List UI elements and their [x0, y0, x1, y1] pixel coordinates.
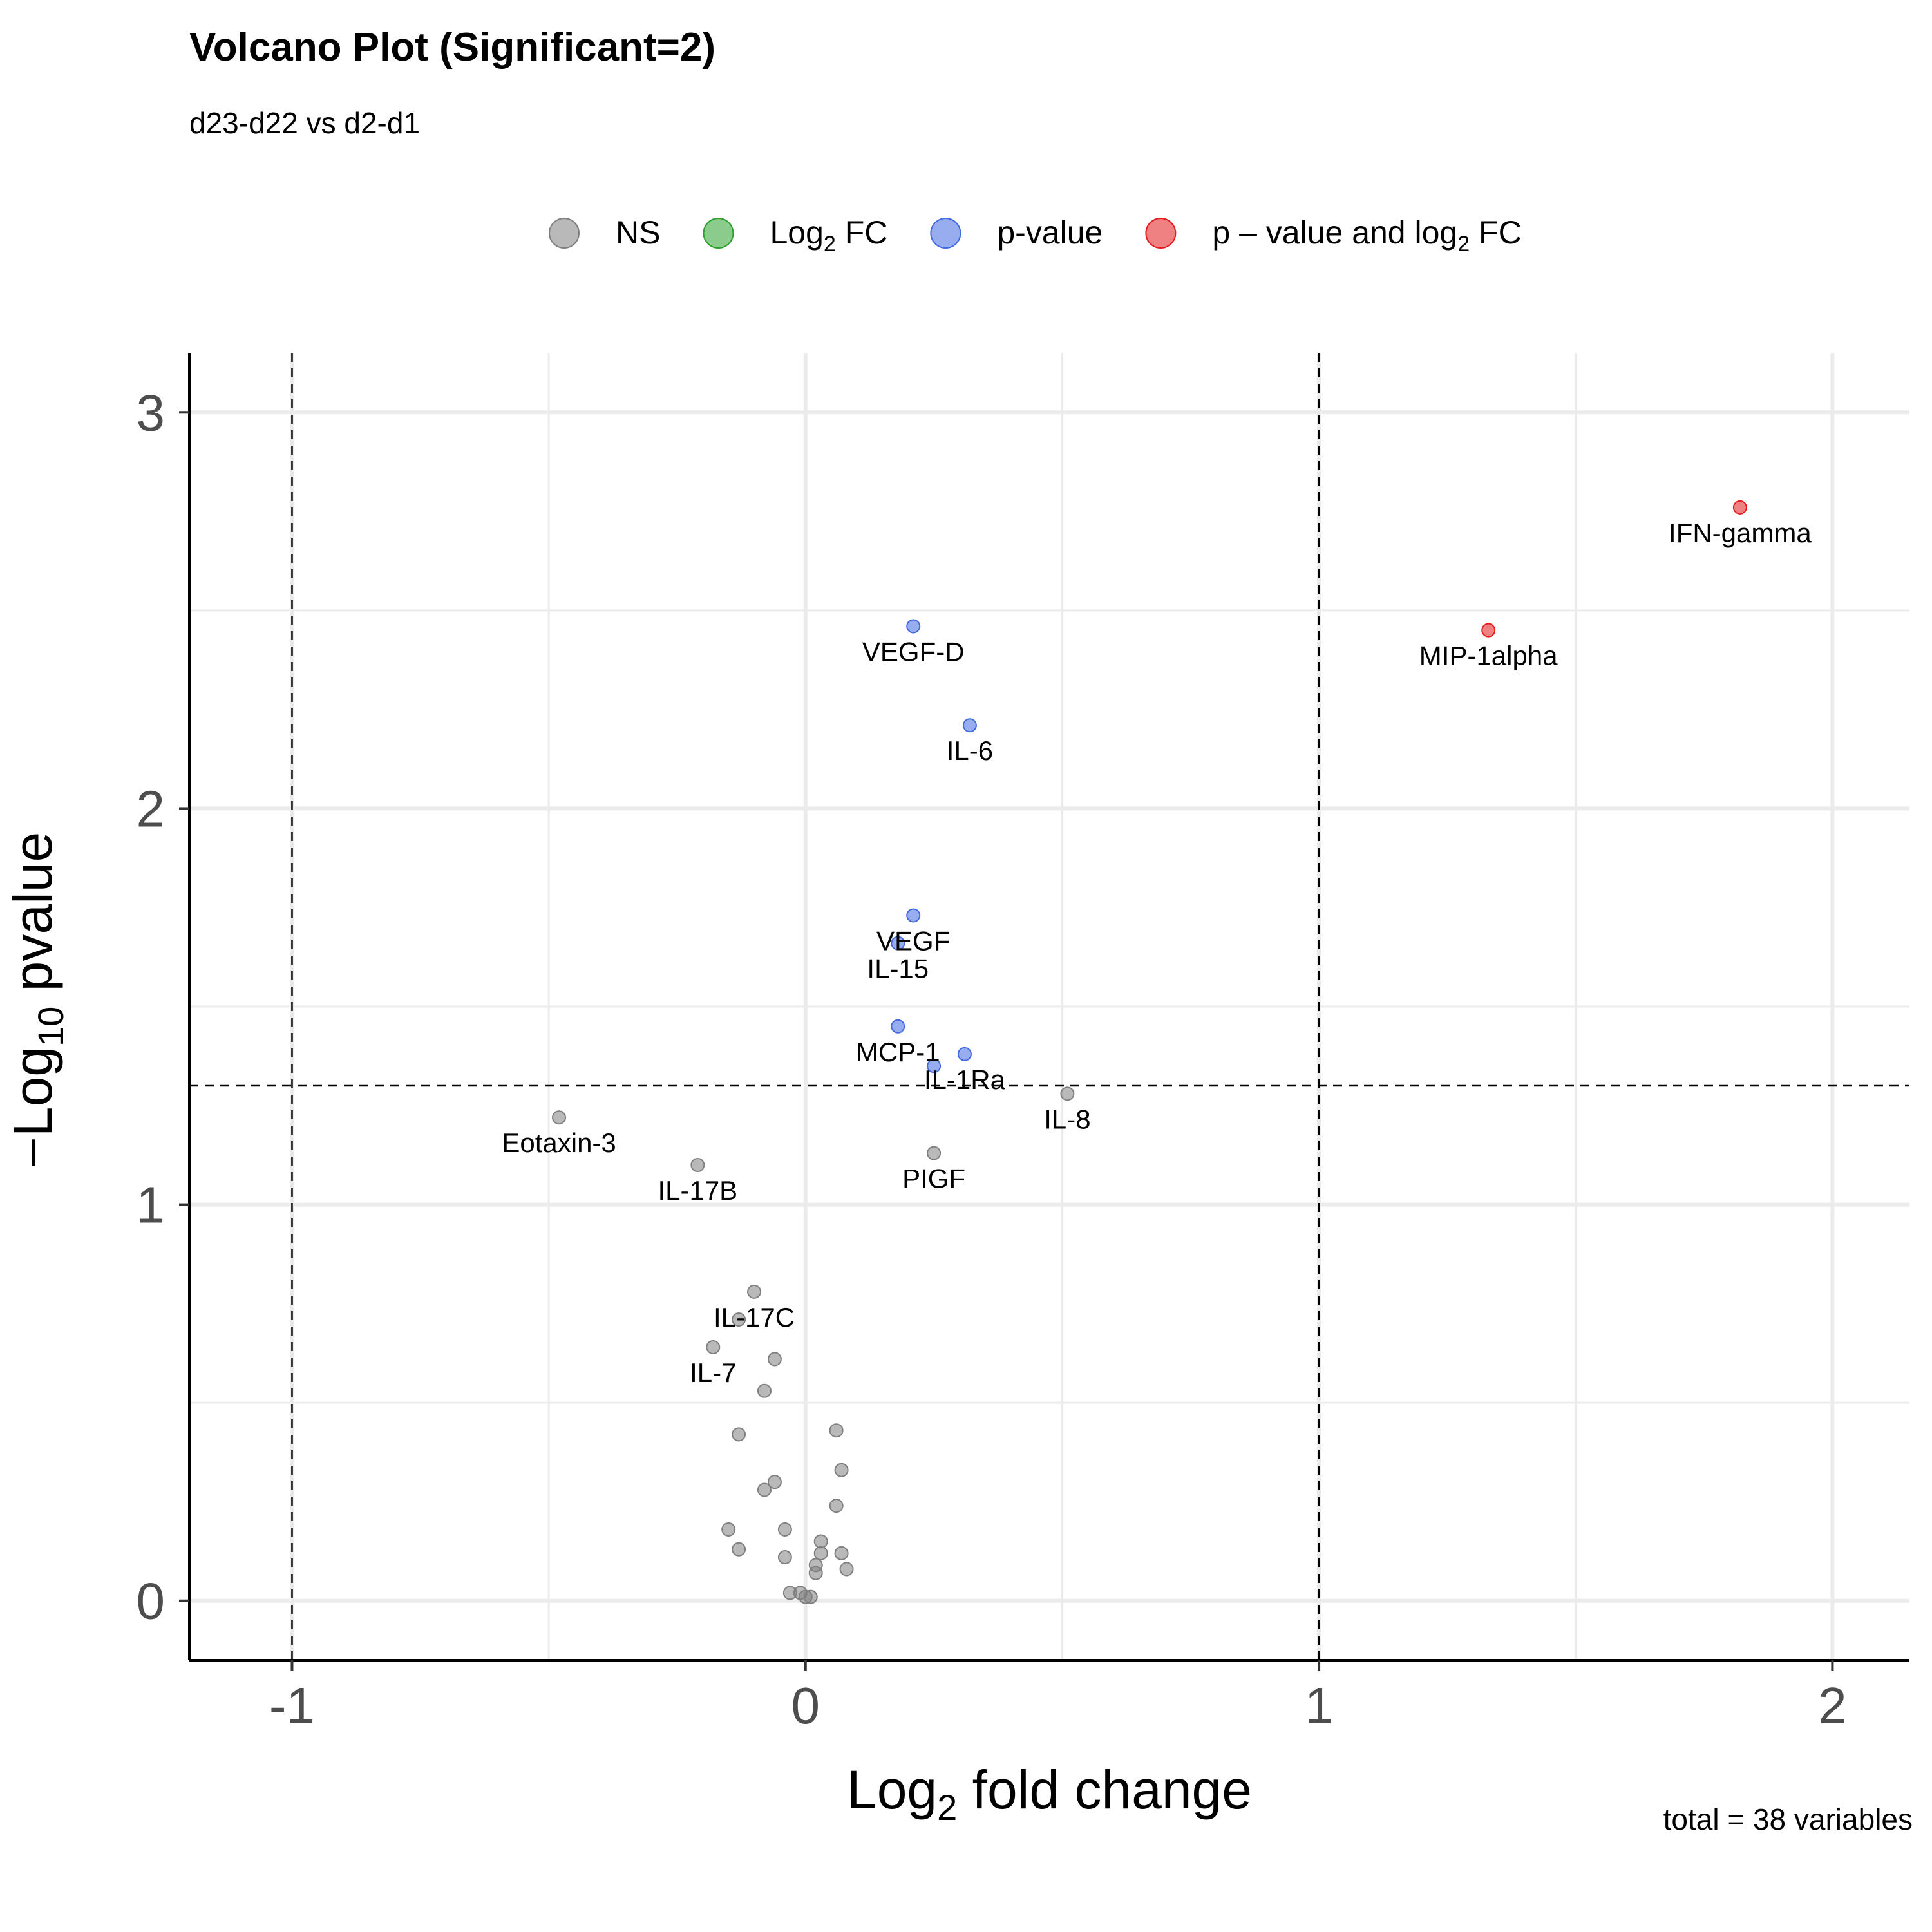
data-point	[767, 1475, 782, 1490]
point-label: IL-1Ra	[924, 1065, 1006, 1095]
data-point	[839, 1562, 854, 1577]
y-tick-label: 3	[137, 384, 166, 441]
legend-label: p – value and log2 FC	[1212, 214, 1521, 256]
data-point	[767, 1352, 782, 1367]
data-point	[808, 1566, 823, 1580]
data-point	[891, 1019, 905, 1034]
x-tick-label: 1	[1305, 1677, 1334, 1734]
data-point	[962, 718, 977, 733]
legend-label: p-value	[997, 214, 1103, 251]
point-label: PIGF	[902, 1164, 965, 1194]
point-label: IL-7	[690, 1358, 736, 1388]
chart-caption: total = 38 variables	[1663, 1803, 1913, 1836]
point-label: IL-6	[947, 735, 993, 766]
data-point	[757, 1383, 772, 1398]
legend-key-pfc	[1145, 218, 1177, 249]
data-point	[552, 1110, 567, 1125]
data-point	[777, 1550, 792, 1565]
x-tick-label: 2	[1818, 1677, 1847, 1734]
point-label: IL-17C	[714, 1302, 795, 1332]
legend: NS Log2 FC p-value p – value and log2 FC	[549, 214, 1522, 256]
x-axis-title: Log2 fold change	[847, 1759, 1252, 1828]
data-point	[747, 1284, 762, 1299]
y-tick-label: 0	[137, 1573, 166, 1630]
legend-key-p	[930, 218, 961, 249]
data-point	[829, 1423, 844, 1438]
data-point	[732, 1312, 746, 1327]
point-label: VEGF	[876, 926, 950, 956]
grid	[189, 353, 1909, 1660]
point-label: IL-17B	[658, 1175, 737, 1206]
point-label: MCP-1	[856, 1037, 940, 1067]
data-point	[813, 1546, 828, 1560]
data-point	[906, 908, 921, 923]
chart-subtitle: d23-d22 vs d2-d1	[189, 106, 421, 140]
legend-key-fc	[703, 218, 734, 249]
data-point	[927, 1059, 942, 1074]
data-point	[906, 619, 921, 634]
data-point	[803, 1589, 818, 1604]
data-point	[927, 1146, 942, 1160]
data-point	[690, 1158, 705, 1173]
point-label: VEGF-D	[862, 636, 965, 667]
data-point	[732, 1542, 746, 1557]
data-point	[1732, 500, 1747, 515]
data-point	[1481, 623, 1496, 638]
x-tick-label: 0	[791, 1677, 820, 1734]
point-label: MIP-1alpha	[1419, 641, 1558, 671]
x-tick-label: -1	[269, 1677, 315, 1734]
data-point	[891, 936, 905, 951]
axes: -1 0 1 2 0 1 2 3 Log2 fold change −Log10 pvalue	[3, 353, 1909, 1828]
cutoff-lines	[189, 353, 1909, 1660]
point-label: IL-8	[1044, 1104, 1090, 1134]
data-point	[957, 1046, 972, 1061]
y-tick-label: 2	[137, 780, 166, 837]
legend-label: NS	[616, 214, 660, 251]
data-point	[721, 1522, 736, 1537]
point-label: IFN-gamma	[1669, 518, 1812, 548]
legend-key-ns	[549, 218, 580, 249]
y-tick-label: 1	[137, 1177, 166, 1234]
data-point	[777, 1522, 792, 1537]
data-point	[813, 1534, 828, 1549]
legend-label: Log2 FC	[770, 214, 887, 256]
data-point	[706, 1340, 721, 1355]
chart-title: Volcano Plot (Significant=2)	[189, 25, 715, 70]
data-points	[552, 500, 1747, 1604]
y-axis-title: −Log10 pvalue	[3, 832, 71, 1168]
data-point	[757, 1482, 772, 1497]
point-label: IL-15	[867, 954, 929, 984]
point-label: Eotaxin-3	[502, 1128, 616, 1158]
data-point	[1060, 1086, 1075, 1101]
data-point	[834, 1546, 849, 1560]
data-point	[829, 1499, 844, 1513]
data-point	[834, 1463, 849, 1477]
data-point	[732, 1427, 746, 1442]
